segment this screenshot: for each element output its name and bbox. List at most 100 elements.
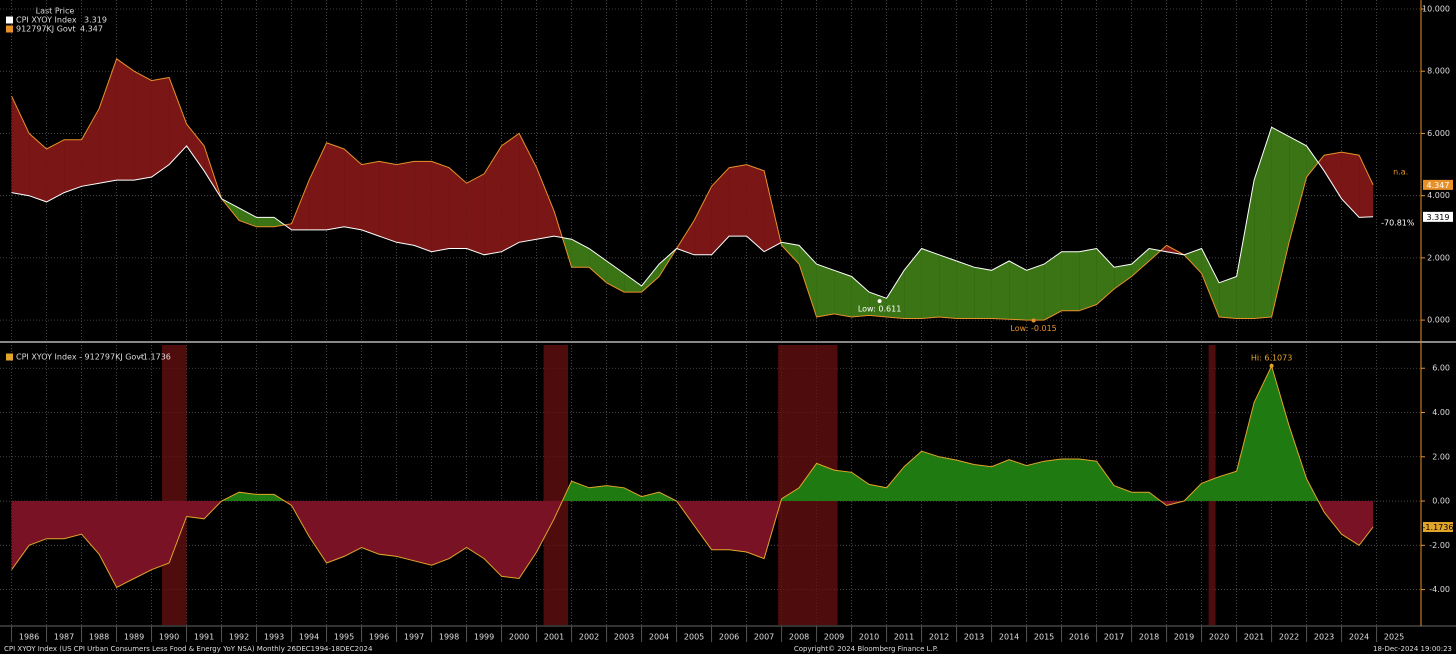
spread-fill bbox=[431, 161, 450, 252]
spread-fill bbox=[466, 173, 485, 255]
x-tick-label: 2003 bbox=[614, 633, 634, 642]
shaded-band bbox=[162, 345, 187, 625]
series-line bbox=[11, 58, 1374, 321]
y-tick-label: 6.00 bbox=[1432, 364, 1450, 373]
spread-fill bbox=[309, 142, 327, 230]
spread-fill bbox=[1044, 251, 1062, 321]
spread-fill bbox=[379, 161, 397, 243]
spread-fill bbox=[1061, 251, 1080, 311]
spread-fill bbox=[869, 292, 887, 317]
last-price-label: 3.319 bbox=[1427, 213, 1450, 222]
shaded-band bbox=[543, 345, 569, 625]
last-price-tag bbox=[1423, 522, 1453, 533]
annotation-dot bbox=[1269, 363, 1274, 368]
x-tick-label: 2009 bbox=[824, 633, 844, 642]
legend-title: Last Price bbox=[36, 7, 75, 16]
spread-fill bbox=[1318, 155, 1325, 171]
spread-fill bbox=[1009, 260, 1027, 321]
spread-fill bbox=[939, 254, 957, 319]
spread-fill bbox=[921, 248, 940, 319]
x-tick-label: 2004 bbox=[649, 633, 669, 642]
spread-fill bbox=[746, 164, 765, 252]
area-negative bbox=[11, 501, 1374, 588]
x-tick-label: 2020 bbox=[1209, 633, 1229, 642]
x-tick-label: 2025 bbox=[1384, 633, 1404, 642]
spread-fill bbox=[816, 264, 835, 317]
area-positive bbox=[11, 366, 1374, 502]
spread-fill bbox=[676, 220, 695, 255]
spread-fill bbox=[1026, 264, 1045, 321]
footer-right: 18-Dec-2024 19:00:23 bbox=[1373, 645, 1452, 653]
x-tick-label: 1989 bbox=[124, 633, 144, 642]
x-tick-label: 1988 bbox=[89, 633, 109, 642]
x-tick-label: 1999 bbox=[474, 633, 494, 642]
x-tick-label: 2012 bbox=[929, 633, 949, 642]
x-tick-label: 2019 bbox=[1174, 633, 1194, 642]
y-tick-label: 10.000 bbox=[1422, 5, 1450, 14]
x-tick-label: 2021 bbox=[1244, 633, 1264, 642]
annotation-dot bbox=[877, 299, 882, 304]
spread-fill bbox=[11, 96, 30, 196]
x-tick-label: 1986 bbox=[19, 633, 39, 642]
spread-fill bbox=[1201, 248, 1220, 317]
spread-fill bbox=[361, 161, 380, 237]
x-tick-label: 2017 bbox=[1104, 633, 1124, 642]
x-tick-label: 2015 bbox=[1034, 633, 1054, 642]
last-price-label: -1.1736 bbox=[1423, 523, 1454, 532]
spread-fill bbox=[606, 260, 625, 293]
annotation-label: Low: -0.015 bbox=[1010, 324, 1056, 333]
spread-fill bbox=[694, 186, 712, 255]
annotation-label: Low: 0.611 bbox=[858, 305, 901, 314]
spread-fill bbox=[1254, 127, 1272, 319]
x-tick-label: 1995 bbox=[334, 633, 354, 642]
spread-fill bbox=[1341, 152, 1360, 218]
y-tick-label: -4.00 bbox=[1429, 585, 1450, 594]
legend-value: 3.319 bbox=[84, 16, 107, 25]
spread-fill bbox=[729, 164, 747, 237]
spread-fill bbox=[764, 170, 781, 252]
legend-name: CPI XYOY Index - 912797KJ Govt bbox=[16, 353, 144, 362]
spread-fill bbox=[781, 242, 800, 265]
spread-fill bbox=[624, 273, 642, 293]
spread-fill bbox=[589, 248, 607, 283]
annotation-label: Hi: 6.1073 bbox=[1251, 353, 1292, 362]
spread-fill bbox=[519, 133, 537, 243]
footer-center: Copyright© 2024 Bloomberg Finance L.P. bbox=[794, 645, 938, 653]
x-tick-label: 2007 bbox=[754, 633, 774, 642]
spread-fill bbox=[151, 77, 170, 177]
spread-fill bbox=[344, 149, 362, 230]
spread-fill bbox=[834, 270, 852, 317]
spread-fill bbox=[186, 124, 205, 171]
spread-fill bbox=[1219, 276, 1237, 319]
spread-fill bbox=[1184, 248, 1202, 274]
x-tick-label: 1993 bbox=[264, 633, 284, 642]
x-tick-label: 2001 bbox=[544, 633, 564, 642]
x-tick-label: 1997 bbox=[404, 633, 424, 642]
x-tick-label: 1992 bbox=[229, 633, 249, 642]
last-price-tag bbox=[1423, 211, 1453, 222]
spread-fill bbox=[291, 180, 310, 230]
x-tick-label: 2013 bbox=[964, 633, 984, 642]
x-tick-label: 1991 bbox=[194, 633, 214, 642]
spread-fill bbox=[711, 167, 730, 255]
x-tick-label: 2010 bbox=[859, 633, 879, 642]
y-tick-label: 8.000 bbox=[1427, 67, 1450, 76]
x-tick-label: 2002 bbox=[579, 633, 599, 642]
spread-fill bbox=[29, 133, 47, 202]
spread-fill bbox=[1271, 127, 1290, 317]
series-line bbox=[11, 126, 1374, 299]
spread-fill bbox=[1079, 248, 1097, 311]
x-tick-label: 2006 bbox=[719, 633, 739, 642]
legend-swatch bbox=[6, 25, 13, 33]
x-tick-label: 1998 bbox=[439, 633, 459, 642]
spread-fill bbox=[799, 245, 817, 317]
x-tick-label: 2022 bbox=[1279, 633, 1299, 642]
x-tick-label: 2023 bbox=[1314, 633, 1334, 642]
spread-fill bbox=[1114, 264, 1132, 289]
spread-fill bbox=[886, 270, 905, 319]
legend-name: 912797KJ Govt bbox=[16, 25, 76, 34]
footer-left: CPI XYOY Index (US CPI Urban Consumers L… bbox=[4, 645, 373, 653]
spread-fill bbox=[1096, 248, 1115, 305]
x-tick-label: 2014 bbox=[999, 633, 1019, 642]
